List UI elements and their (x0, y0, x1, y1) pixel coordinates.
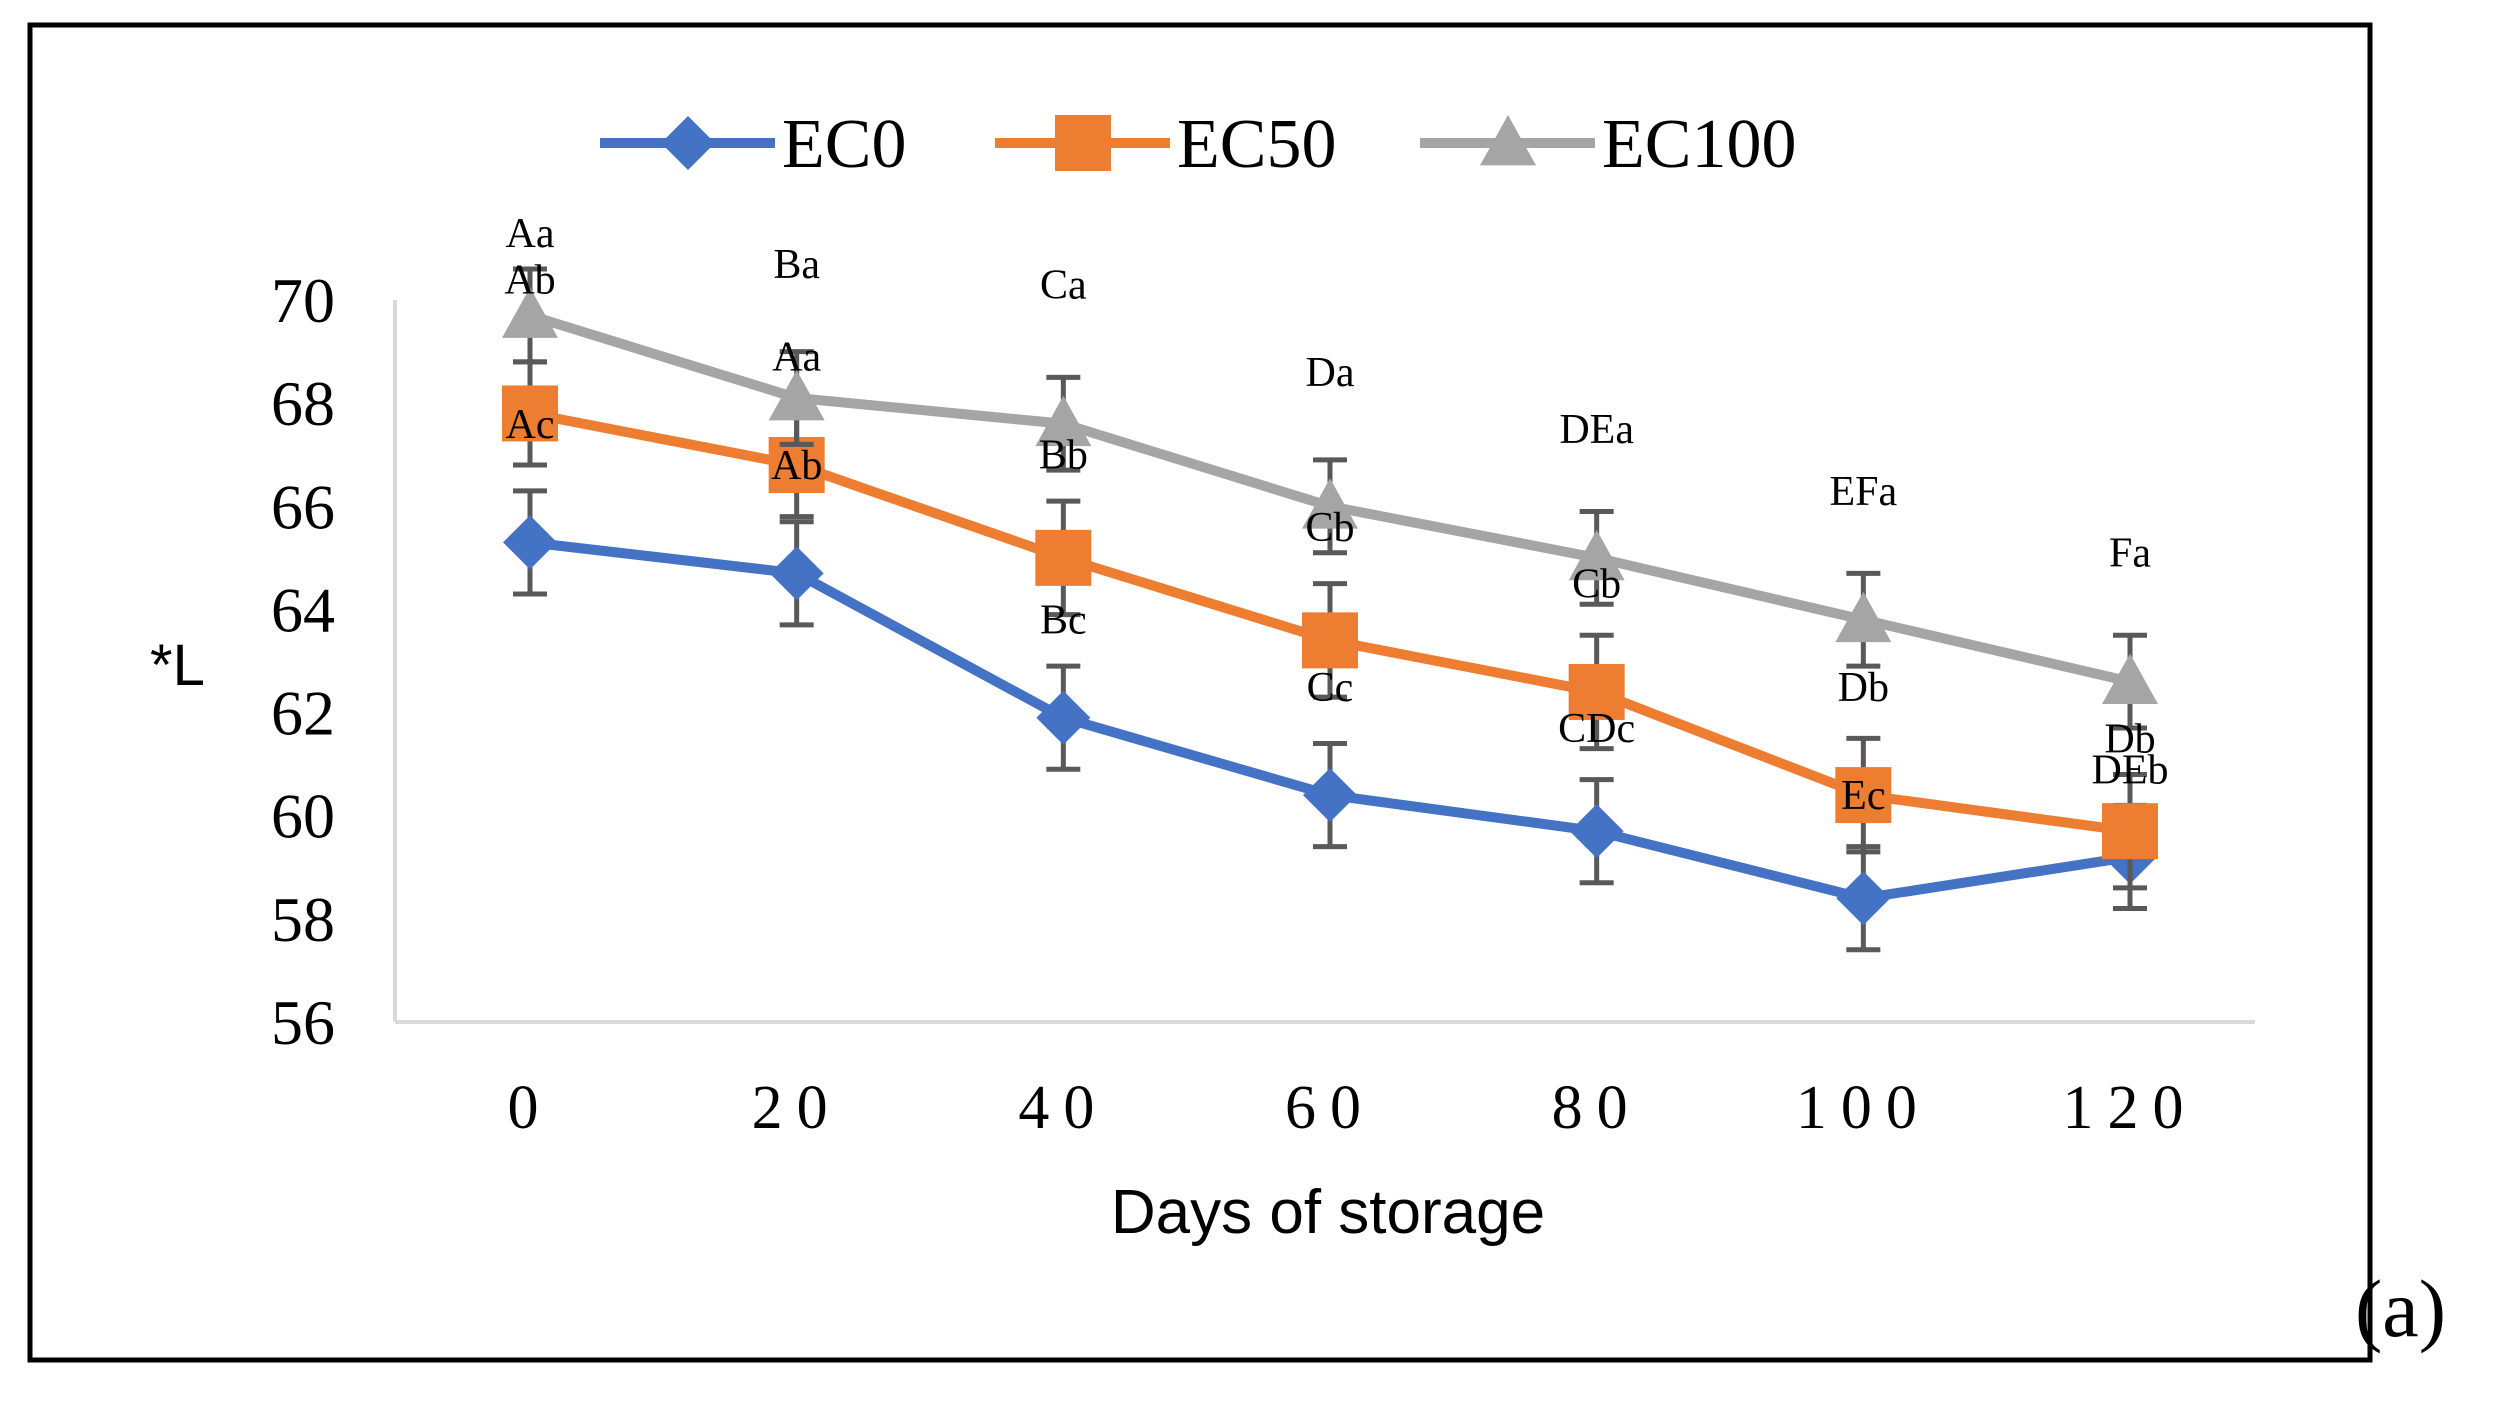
diamond-marker (1836, 871, 1891, 926)
legend-item-ec0: EC0 (600, 106, 906, 183)
triangle-marker (2102, 653, 2158, 705)
square-marker (1302, 612, 1358, 669)
letter-annotation: Cc (1307, 665, 1354, 711)
x-axis-title: Days of storage (1111, 1178, 1545, 1247)
letter-annotation: Db (1838, 665, 1889, 711)
annotation-layer: AaAbAcBaAaAbCaBbBcDaCbCcDEaCbCDcEFaDbEcF… (504, 211, 2168, 819)
x-tick-label: 80 (1552, 1074, 1642, 1142)
triangle-marker (502, 287, 558, 338)
y-tick-label: 64 (271, 574, 335, 645)
square-marker (1035, 529, 1092, 586)
letter-annotation: Aa (772, 335, 821, 381)
x-tick-labels: 0 20 40 60 80 100 120 (508, 1074, 2198, 1142)
diamond-marker (1303, 768, 1357, 823)
y-tick-label: 68 (271, 368, 335, 439)
letter-annotation: Cb (1572, 562, 1621, 608)
triangle-marker (1035, 395, 1092, 447)
x-tick-label: 100 (1796, 1074, 1931, 1142)
x-tick-label: 40 (1018, 1074, 1108, 1142)
square-marker (1568, 663, 1625, 720)
letter-annotation: Ca (1040, 263, 1087, 309)
letter-annotation: Ec (1841, 773, 1885, 819)
triangle-marker (1480, 115, 1536, 166)
letter-annotation: Db (2104, 716, 2155, 762)
triangle-marker (768, 369, 825, 421)
letter-annotation: Bc (1040, 598, 1087, 644)
y-tick-label: 66 (271, 471, 335, 542)
y-tick-label: 70 (271, 265, 335, 336)
y-tick-labels: 56 58 60 62 64 66 68 70 (271, 265, 335, 1058)
panel-label: (a) (2355, 1263, 2447, 1354)
letter-annotation: CDc (1558, 706, 1635, 752)
diamond-marker (769, 546, 824, 601)
square-marker (1055, 115, 1111, 171)
legend-item-ec100: EC100 (1420, 106, 1796, 183)
letter-annotation: DEb (2092, 747, 2169, 793)
square-marker (2102, 803, 2158, 860)
letter-annotation: Fa (2109, 531, 2151, 577)
letter-annotation: DEa (1559, 407, 1634, 453)
series-ec0 (503, 488, 2157, 953)
triangle-marker (1302, 478, 1358, 529)
y-axis-title: *L (150, 633, 205, 698)
series-layer (502, 266, 2158, 953)
diamond-marker (503, 515, 557, 570)
legend-label: EC100 (1602, 106, 1796, 183)
letter-annotation: Cb (1305, 505, 1354, 551)
letter-annotation: Da (1306, 350, 1355, 396)
square-marker (502, 385, 558, 442)
letter-annotation: Aa (506, 211, 555, 257)
legend-label: EC0 (782, 106, 906, 183)
letter-annotation: EFa (1830, 469, 1898, 515)
legend: EC0 EC50 EC100 (600, 106, 1796, 183)
x-tick-label: 20 (752, 1074, 842, 1142)
series-ec100 (502, 266, 2158, 731)
legend-item-ec50: EC50 (995, 106, 1336, 183)
letter-annotation: Ac (506, 402, 555, 448)
letter-annotation: Ab (504, 257, 555, 303)
triangle-marker (1568, 529, 1625, 581)
y-tick-label: 58 (271, 884, 335, 955)
x-tick-label: 60 (1285, 1074, 1375, 1142)
chart-frame (27, 22, 2373, 1363)
x-tick-label: 120 (2063, 1074, 2198, 1142)
series-ec50 (502, 359, 2158, 891)
letter-annotation: Ab (771, 443, 822, 489)
diamond-marker (1569, 804, 1624, 859)
y-tick-label: 62 (271, 678, 335, 749)
letter-annotation: Bb (1039, 433, 1088, 479)
diamond-marker (661, 116, 715, 170)
legend-label: EC50 (1177, 106, 1336, 183)
letter-annotation: Ba (773, 242, 820, 288)
x-tick-label: 0 (508, 1074, 553, 1142)
diamond-marker (1036, 690, 1091, 745)
square-marker (1835, 767, 1892, 824)
y-tick-label: 56 (271, 987, 335, 1058)
triangle-marker (1835, 591, 1892, 643)
y-tick-label: 60 (271, 781, 335, 852)
